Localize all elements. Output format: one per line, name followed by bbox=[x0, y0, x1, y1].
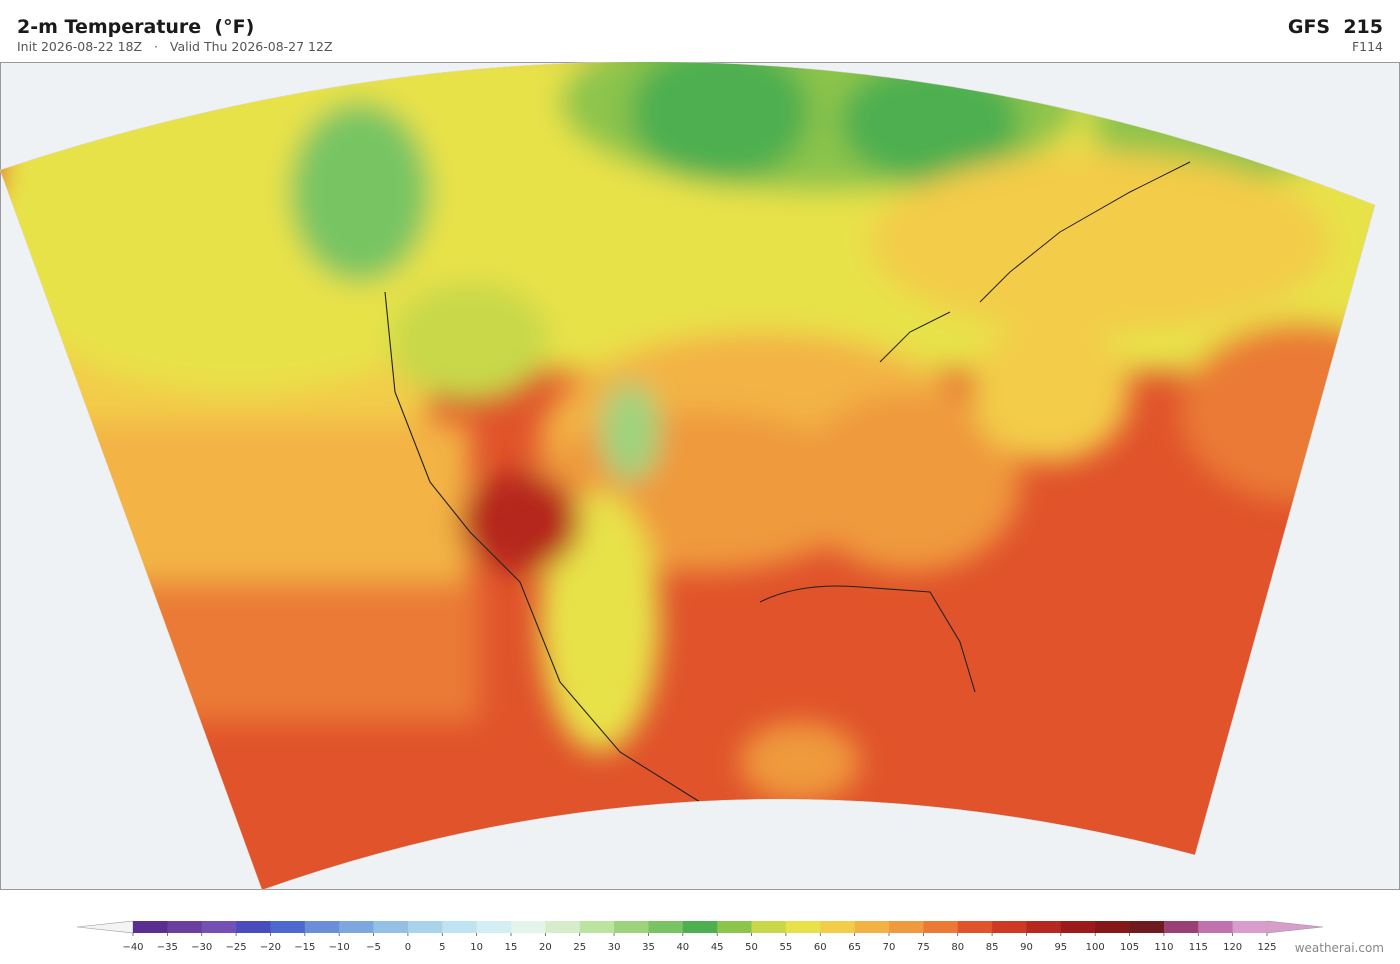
colorbar-under bbox=[76, 920, 134, 934]
forecast-hour: F114 bbox=[1351, 39, 1383, 54]
tick-label: 110 bbox=[1154, 942, 1173, 953]
color-bin bbox=[339, 921, 374, 933]
tick-label: 70 bbox=[883, 942, 896, 953]
color-bin bbox=[1095, 921, 1130, 933]
color-bin bbox=[579, 921, 615, 933]
color-bin bbox=[373, 921, 409, 933]
color-bin bbox=[1026, 921, 1062, 933]
tick-label: −5 bbox=[366, 942, 381, 953]
tick-label: 85 bbox=[986, 942, 999, 953]
tick-label: 120 bbox=[1223, 942, 1242, 953]
tick-label: 125 bbox=[1257, 942, 1276, 953]
color-bin bbox=[751, 921, 787, 933]
tick-label: 25 bbox=[573, 942, 586, 953]
tick-label: −40 bbox=[122, 942, 143, 953]
color-bin bbox=[992, 921, 1027, 933]
color-bin bbox=[304, 921, 340, 933]
tick-label: −20 bbox=[260, 942, 281, 953]
color-bin bbox=[785, 921, 821, 933]
tick-label: −15 bbox=[294, 942, 315, 953]
tick-label: 10 bbox=[470, 942, 483, 953]
tick-label: 90 bbox=[1020, 942, 1033, 953]
tick-label: 50 bbox=[745, 942, 758, 953]
init-time: Init 2026-08-22 18Z bbox=[17, 39, 143, 54]
tick-label: −10 bbox=[329, 942, 350, 953]
color-bin bbox=[957, 921, 993, 933]
tick-label: 40 bbox=[676, 942, 689, 953]
tick-label: 80 bbox=[951, 942, 964, 953]
color-bin bbox=[682, 921, 718, 933]
color-bin bbox=[407, 921, 443, 933]
tick-label: 115 bbox=[1189, 942, 1208, 953]
color-bin bbox=[614, 921, 649, 933]
tick-label: 95 bbox=[1054, 942, 1067, 953]
color-bin bbox=[820, 921, 855, 933]
color-bin bbox=[1198, 921, 1233, 933]
tick-label: 20 bbox=[539, 942, 552, 953]
tick-label: 35 bbox=[642, 942, 655, 953]
color-bin bbox=[511, 921, 546, 933]
tick-label: 75 bbox=[917, 942, 930, 953]
tick-label: 5 bbox=[439, 942, 445, 953]
color-bin bbox=[648, 921, 684, 933]
color-bin bbox=[1129, 921, 1165, 933]
tick-label: −30 bbox=[191, 942, 212, 953]
color-bin bbox=[1232, 921, 1268, 933]
credit: weatherai.com bbox=[1294, 941, 1384, 955]
tick-label: 15 bbox=[505, 942, 518, 953]
tick-label: 105 bbox=[1120, 942, 1139, 953]
map bbox=[0, 62, 1400, 891]
colorbar: −40 −35 −30 −25 −20 −15 −10 −5 0 5 10 15 20 25 30 35 40 4… bbox=[76, 920, 1324, 953]
tick-label: 30 bbox=[608, 942, 621, 953]
color-bin bbox=[854, 921, 890, 933]
subtitle: Init 2026-08-22 18Z · Valid Thu 2026-08-… bbox=[17, 39, 333, 54]
color-bin bbox=[270, 921, 306, 933]
tick-label: −35 bbox=[157, 942, 178, 953]
color-bin bbox=[889, 921, 924, 933]
model-name: GFS 215 bbox=[1287, 16, 1383, 38]
tick-label: 55 bbox=[780, 942, 793, 953]
color-bin bbox=[1163, 921, 1199, 933]
color-bin bbox=[442, 921, 477, 933]
color-bin bbox=[201, 921, 237, 933]
colorbar-over bbox=[1266, 920, 1324, 934]
color-bin bbox=[476, 921, 512, 933]
tick-label: 0 bbox=[405, 942, 411, 953]
tick-label: 100 bbox=[1086, 942, 1105, 953]
valid-time: Valid Thu 2026-08-27 12Z bbox=[169, 39, 333, 54]
tick-label: −25 bbox=[226, 942, 247, 953]
color-bin bbox=[133, 921, 168, 933]
tick-label: 45 bbox=[711, 942, 724, 953]
color-bin bbox=[545, 921, 581, 933]
map-title: 2-m Temperature (°F) bbox=[17, 16, 255, 38]
tick-label: 65 bbox=[848, 942, 861, 953]
color-bin bbox=[1060, 921, 1096, 933]
color-bin bbox=[236, 921, 271, 933]
color-bin bbox=[167, 921, 203, 933]
color-bin bbox=[923, 921, 959, 933]
tick-label: 60 bbox=[814, 942, 827, 953]
color-bin bbox=[717, 921, 752, 933]
